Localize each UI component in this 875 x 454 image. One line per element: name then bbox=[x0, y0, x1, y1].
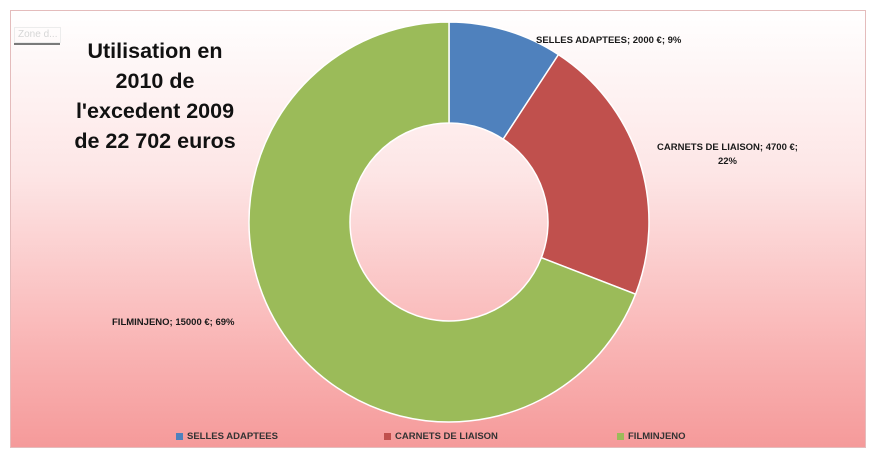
zone-label: Zone d... bbox=[14, 27, 62, 43]
legend-item-carnets: CARNETS DE LIAISON bbox=[384, 431, 498, 442]
legend-label-selles: SELLES ADAPTEES bbox=[187, 431, 278, 442]
donut-slice-filminjeno bbox=[248, 21, 637, 423]
legend-swatch-filminjeno bbox=[617, 433, 624, 440]
legend-swatch-selles bbox=[176, 433, 183, 440]
legend-item-selles: SELLES ADAPTEES bbox=[176, 431, 278, 442]
title-marker-line bbox=[14, 43, 60, 45]
legend-label-carnets: CARNETS DE LIAISON bbox=[395, 431, 498, 442]
data-label-carnets: CARNETS DE LIAISON; 4700 €; 22% bbox=[657, 142, 798, 167]
chart-title: Utilisation en 2010 de l'excedent 2009 d… bbox=[74, 39, 236, 153]
legend-label-filminjeno: FILMINJENO bbox=[628, 431, 686, 442]
legend-item-filminjeno: FILMINJENO bbox=[617, 431, 686, 442]
donut-slice-carnets bbox=[502, 53, 650, 296]
legend-swatch-carnets bbox=[384, 433, 391, 440]
data-label-filminjeno: FILMINJENO; 15000 €; 69% bbox=[112, 317, 235, 328]
data-label-selles: SELLES ADAPTEES; 2000 €; 9% bbox=[536, 35, 682, 46]
